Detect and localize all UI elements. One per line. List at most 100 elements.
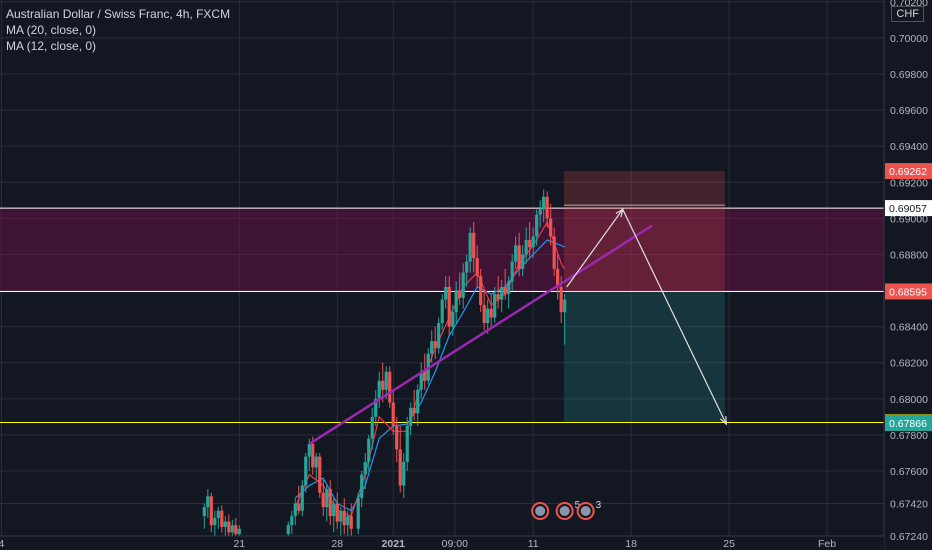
candle — [367, 434, 371, 472]
event-marker-count: 3 — [596, 500, 602, 511]
candle-body — [521, 254, 525, 269]
candle — [206, 489, 210, 518]
price-label-text: 0.68595 — [889, 286, 927, 298]
candle-body — [503, 286, 507, 295]
candle — [370, 407, 374, 450]
price-tick-label: 0.68800 — [890, 249, 928, 261]
candle — [503, 268, 507, 300]
candle — [461, 263, 465, 309]
candle — [220, 505, 224, 533]
event-marker[interactable] — [531, 502, 550, 520]
price-tick-label: 0.70200 — [890, 0, 928, 9]
candle — [524, 227, 528, 264]
candle — [363, 452, 367, 490]
candle — [482, 290, 486, 331]
candle-body — [356, 498, 360, 529]
candle-body — [531, 236, 535, 248]
candle — [447, 276, 451, 336]
candle-body — [437, 323, 441, 349]
candle — [521, 245, 525, 277]
candle — [360, 471, 364, 508]
time-tick-label: 18 — [625, 538, 637, 550]
candle-body — [507, 281, 511, 295]
candle — [321, 480, 325, 517]
candle — [216, 507, 220, 529]
candle-body — [468, 232, 472, 262]
price-tick-label: 0.70000 — [890, 33, 928, 45]
time-axis-background — [0, 536, 884, 550]
price-label-tag: 0.69262 — [885, 163, 932, 180]
currency-label[interactable]: CHF — [891, 6, 924, 22]
time-tick-label: 4 — [0, 538, 4, 550]
candle-body — [216, 510, 220, 518]
time-tick-label: Feb — [818, 538, 836, 550]
price-label-box — [885, 163, 932, 180]
candle-body — [307, 443, 311, 457]
candle — [213, 510, 217, 540]
candle — [293, 498, 297, 526]
candle — [290, 510, 294, 535]
candle — [514, 236, 518, 269]
candle — [314, 452, 318, 481]
candle-body — [293, 503, 297, 517]
candle-body — [458, 290, 462, 298]
price-tick-label: 0.68400 — [890, 322, 928, 334]
candle — [468, 227, 472, 273]
candle-body — [535, 214, 539, 237]
candle — [517, 232, 521, 277]
candle-body — [339, 510, 343, 522]
candle — [356, 492, 360, 535]
candle-body — [209, 496, 213, 526]
candle-body — [223, 521, 227, 527]
price-label-text: 0.67866 — [889, 418, 927, 430]
candle-body — [486, 308, 490, 324]
candle-body — [374, 398, 378, 417]
candle-body — [475, 258, 479, 277]
candle-body — [395, 425, 399, 450]
price-label-text: 0.69057 — [889, 203, 927, 215]
candle — [297, 485, 301, 515]
candle — [339, 507, 343, 536]
candle — [227, 514, 231, 536]
price-tick-label: 0.67800 — [890, 430, 928, 442]
candle-body — [472, 232, 476, 259]
price-label-tag: 0.69057 — [885, 200, 932, 217]
candle-body — [461, 272, 465, 298]
candle — [444, 276, 448, 309]
candle-body — [346, 516, 350, 526]
candle-body — [556, 268, 560, 287]
event-marker[interactable]: 3 — [576, 500, 602, 520]
candle-body — [514, 245, 518, 262]
candle — [405, 416, 409, 472]
resistance-zone — [0, 208, 884, 292]
candle — [398, 425, 402, 493]
candle-body — [500, 286, 504, 300]
price-tick-label: 0.68200 — [890, 358, 928, 370]
candle — [377, 371, 381, 408]
price-tick-label: 0.68000 — [890, 394, 928, 406]
time-tick-label: 11 — [528, 538, 539, 550]
candle — [349, 503, 353, 536]
take-profit-zone — [563, 291, 725, 423]
event-marker[interactable]: 5 — [555, 500, 581, 520]
price-tick-label: 0.69400 — [890, 141, 928, 153]
candle — [384, 366, 388, 399]
event-marker-icon — [535, 506, 546, 516]
candle — [496, 276, 500, 309]
candle-body — [304, 456, 308, 486]
price-label-tag: 0.67866 — [885, 415, 932, 432]
ma20-line — [294, 239, 565, 512]
candle-body — [528, 240, 532, 248]
candle-body — [552, 236, 556, 269]
candle — [556, 254, 560, 300]
candle-body — [391, 402, 395, 426]
candle-body — [482, 304, 486, 324]
candle — [542, 189, 546, 222]
grid — [0, 0, 884, 537]
time-tick-label: 2021 — [382, 538, 406, 550]
candles — [202, 189, 567, 540]
candle — [489, 294, 493, 327]
candle-body — [493, 294, 497, 318]
candle-body — [447, 286, 451, 327]
